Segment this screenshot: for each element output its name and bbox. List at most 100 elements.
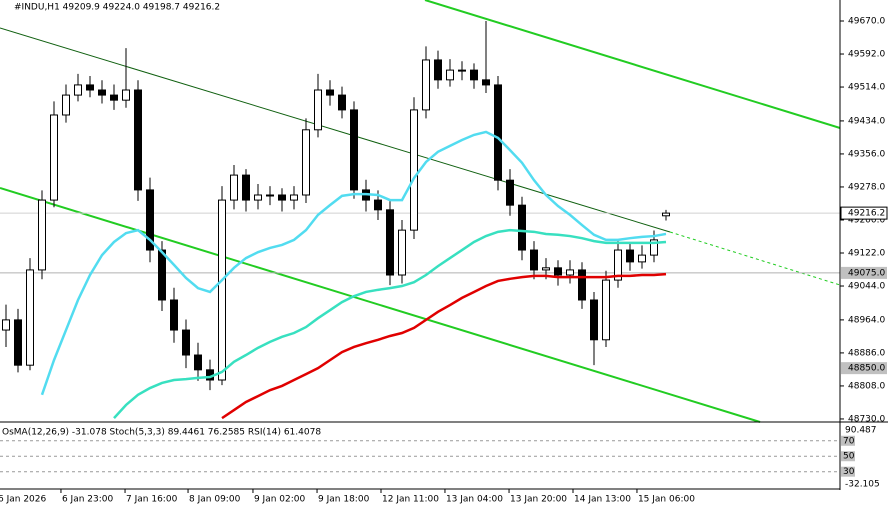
candle-body [158,249,166,301]
candle-body [314,89,322,131]
candle-body [554,267,562,276]
x-tick-label: 6 Jan 23:00 [62,495,114,505]
candle-body [278,194,286,201]
candle-body [650,239,658,256]
level-label: 49075.0 [848,268,885,278]
candle-body [146,189,154,251]
candle-body [350,109,358,191]
x-tick-label: 13 Jan 20:00 [510,495,567,505]
moving-average [113,228,667,419]
indicator-level-box [841,451,855,462]
candle-body [194,354,202,371]
candle-body [602,279,610,341]
moving-average [40,130,667,396]
y-tick-label: 48730.0 [848,414,885,424]
moving-average [221,272,667,420]
channel-line [424,0,841,129]
x-tick-label: 15 Jan 06:00 [638,495,695,505]
candle-body [578,269,586,301]
candle-body [566,269,574,276]
x-tick-label: 7 Jan 16:00 [126,495,178,505]
candle-body [230,174,238,201]
candle-body [662,212,670,217]
candle-body [398,229,406,276]
price-label: 49216.2 [848,209,885,219]
candle-body [74,84,82,96]
chart-title: #INDU,H1 49209.9 49224.0 49198.7 49216.2 [14,3,220,13]
x-tick-label: 14 Jan 13:00 [574,495,631,505]
level-label-box [841,362,887,375]
candle-body [122,89,130,101]
x-tick-label: 9 Jan 02:00 [254,495,306,505]
y-tick-label: 48886.0 [848,348,885,358]
candle-body [614,249,622,281]
indicator-axis-label: -32.105 [845,480,880,490]
candle-body [266,194,274,197]
candle-body [530,249,538,271]
indicator-title: OsMA(12,26,9) -31.078 Stoch(5,3,3) 89.44… [2,428,321,438]
y-tick-label: 49434.0 [848,116,885,126]
candle-body [482,79,490,86]
indicator-tick-label: 70 [843,436,855,446]
x-tick-label: 12 Jan 11:00 [382,495,439,505]
candle-body [38,199,46,271]
y-tick-label: 49200.0 [848,215,885,225]
candle-body [374,199,382,211]
x-tick-label: 8 Jan 09:00 [189,495,241,505]
y-tick-label: 49356.0 [848,149,885,159]
y-tick-label: 49044.0 [848,282,885,292]
candle-body [590,299,598,341]
x-tick-label: 13 Jan 04:00 [446,495,503,505]
candle-body [626,249,634,263]
candle-body [98,89,106,96]
candle-body [410,109,418,231]
y-tick-label: 49670.0 [848,16,885,26]
level-label-box [841,266,887,279]
candle-body [62,94,70,116]
candle-body [518,204,526,251]
x-tick-label: 6 Jan 2026 [0,495,46,505]
candle-body [434,59,442,81]
candle-body [182,329,190,356]
candle-body [218,199,226,381]
candle-body [542,267,550,271]
y-tick-label: 49278.0 [848,182,885,192]
trend-line [0,27,671,233]
candle-body [110,94,118,101]
channel-line [0,187,761,423]
price-label-box [840,206,888,220]
candle-body [14,319,22,366]
candle-body [134,89,142,191]
indicator-level-box [841,466,855,477]
candle-body [290,194,298,201]
candle-body [242,174,250,201]
candle-body [254,194,262,201]
y-tick-label: 49592.0 [848,50,885,60]
candle-body [446,69,454,81]
candle-body [638,254,646,263]
candle-body [422,59,430,111]
candle-body [386,209,394,276]
candle-body [86,84,94,91]
indicator-axis-label: 90.487 [845,426,877,436]
indicator-level-box [841,435,855,446]
candle-body [470,69,478,81]
candle-body [302,129,310,196]
candle-body [338,94,346,111]
plot [0,20,840,420]
indicator-tick-label: 30 [843,467,855,477]
y-tick-label: 49514.0 [848,83,885,93]
y-tick-label: 48964.0 [848,315,885,325]
candle-body [170,299,178,331]
candle-body [2,319,10,331]
candle-body [506,179,514,206]
candle-body [458,69,466,72]
candle-body [50,114,58,201]
y-tick-label: 49122.0 [848,248,885,258]
candle-body [326,89,334,96]
candle-body [26,269,34,366]
level-label: 48850.0 [848,364,885,374]
x-tick-label: 9 Jan 18:00 [318,495,370,505]
y-tick-label: 48808.0 [848,381,885,391]
